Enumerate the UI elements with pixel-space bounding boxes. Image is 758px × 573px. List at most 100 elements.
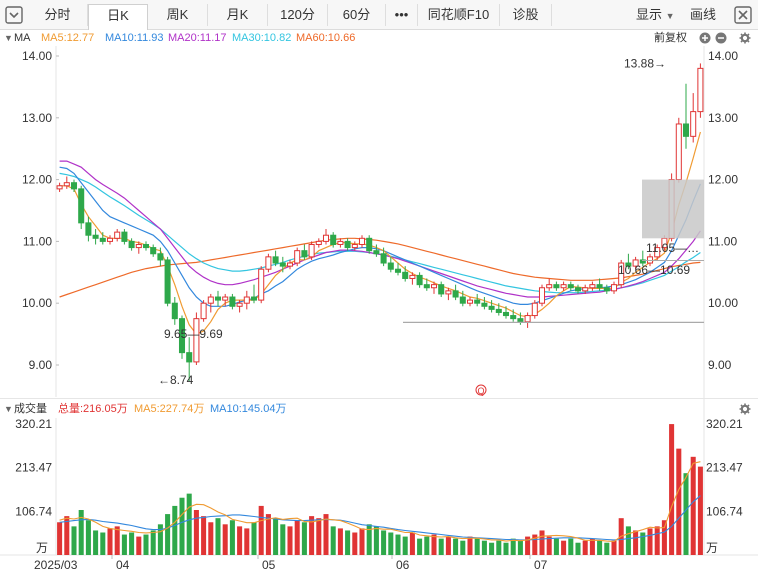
candle-body (560, 284, 567, 289)
candle-body (63, 182, 70, 187)
settings-gear-icon[interactable] (739, 403, 751, 415)
volume-bar (229, 520, 235, 555)
volume-bar (489, 542, 495, 555)
volume-bar (129, 532, 135, 555)
volume-bar (121, 534, 127, 555)
volume-bar (568, 538, 574, 555)
date-label: 07 (534, 558, 548, 572)
candle-body (99, 237, 106, 242)
volume-bar (64, 516, 70, 555)
candle-body (610, 284, 618, 292)
candle-body (445, 290, 452, 295)
indicator-name[interactable]: MA (14, 32, 31, 44)
volume-tick-left: 320.21 (15, 417, 52, 431)
volume-bar (136, 536, 142, 555)
candle-body (78, 188, 85, 224)
volume-bar (640, 532, 646, 555)
collapse-caret-icon[interactable]: ▼ (4, 404, 13, 414)
volume-bar (633, 530, 639, 555)
tab-周K[interactable]: 周K (148, 4, 208, 26)
volume-bar (661, 520, 667, 555)
candle-body (214, 296, 222, 301)
candle-body (322, 234, 330, 242)
candle-body (481, 302, 488, 307)
volume-bar (553, 538, 559, 555)
candle-body (596, 284, 603, 289)
high-price-label: 13.88→ (624, 56, 666, 70)
volume-bar (611, 540, 617, 555)
candle-body (358, 237, 366, 245)
volume-bar (474, 538, 480, 555)
zoom-out-icon[interactable] (715, 32, 727, 44)
candle-body (193, 318, 200, 363)
candle-body (178, 318, 186, 354)
candle-body (394, 268, 402, 273)
ma20-value: MA20:11.17 (168, 32, 227, 44)
volume-bar (359, 528, 365, 555)
candle-body (135, 243, 142, 249)
date-label: 06 (396, 558, 410, 572)
tab-more[interactable]: ••• (386, 4, 418, 26)
volume-bar (381, 530, 387, 555)
volume-bar (409, 532, 415, 555)
volume-bar (301, 522, 307, 555)
volume-title[interactable]: 成交量 (14, 403, 47, 415)
square-caret-down-icon[interactable] (4, 5, 24, 25)
draw-line-button[interactable]: 画线 (690, 4, 716, 26)
candle-body (510, 315, 517, 320)
candle-body (207, 296, 214, 304)
volume-bar (510, 538, 516, 555)
tab-分时[interactable]: 分时 (28, 4, 88, 26)
volume-legend: ▼ 成交量 总量:216.05万 MA5:227.74万 MA10:145.04… (0, 398, 758, 418)
collapse-caret-icon[interactable]: ▼ (4, 33, 13, 43)
zoom-in-icon[interactable] (699, 32, 711, 44)
candle-body (70, 182, 78, 190)
volume-bar (287, 526, 293, 555)
candle-body (474, 299, 481, 304)
candle-body (373, 250, 380, 255)
candle-body (618, 262, 625, 286)
tab-120分[interactable]: 120分 (268, 4, 328, 26)
candle-body (438, 284, 445, 295)
vol-ma5-line (59, 461, 701, 543)
tab-月K[interactable]: 月K (208, 4, 268, 26)
volume-bar (654, 526, 660, 555)
volume-bar (201, 516, 207, 555)
volume-bar (690, 456, 696, 555)
ma10-line (59, 166, 701, 307)
candle-body (265, 256, 272, 270)
volume-bar (431, 534, 437, 555)
tab-诊股[interactable]: 诊股 (500, 4, 552, 26)
volume-bar (78, 509, 84, 555)
tab-60分[interactable]: 60分 (328, 4, 386, 26)
volume-bar (496, 540, 502, 555)
range-label-3: 11.05—… (646, 241, 699, 255)
price-tick-right: 10.00 (708, 296, 738, 310)
price-tick-left: 14.00 (22, 49, 52, 63)
date-label: 05 (262, 558, 276, 572)
volume-bar (323, 514, 329, 555)
tab-日K[interactable]: 日K (88, 4, 148, 30)
candle-body (106, 237, 114, 242)
candle-body (330, 234, 337, 245)
display-menu[interactable]: 显示 ▼ (636, 4, 675, 26)
volume-bar (179, 497, 185, 555)
candle-body (351, 243, 358, 249)
volume-ma5: MA5:227.74万 (134, 403, 205, 415)
settings-gear-icon[interactable] (739, 32, 751, 44)
candle-body (646, 256, 654, 264)
volume-bar (373, 526, 379, 555)
date-label: 04 (116, 558, 130, 572)
gap-zone-rect (642, 179, 704, 239)
candle-body (164, 259, 171, 304)
volume-bar (258, 505, 264, 555)
candle-body (574, 287, 582, 292)
volume-bar (244, 528, 250, 555)
close-x-icon[interactable] (733, 5, 753, 25)
vol-ma10-line (59, 495, 701, 541)
volume-unit-left: 万 (36, 541, 48, 555)
tab-同花顺F10[interactable]: 同花顺F10 (418, 4, 500, 26)
volume-bar (100, 532, 106, 555)
candle-body (380, 253, 387, 264)
